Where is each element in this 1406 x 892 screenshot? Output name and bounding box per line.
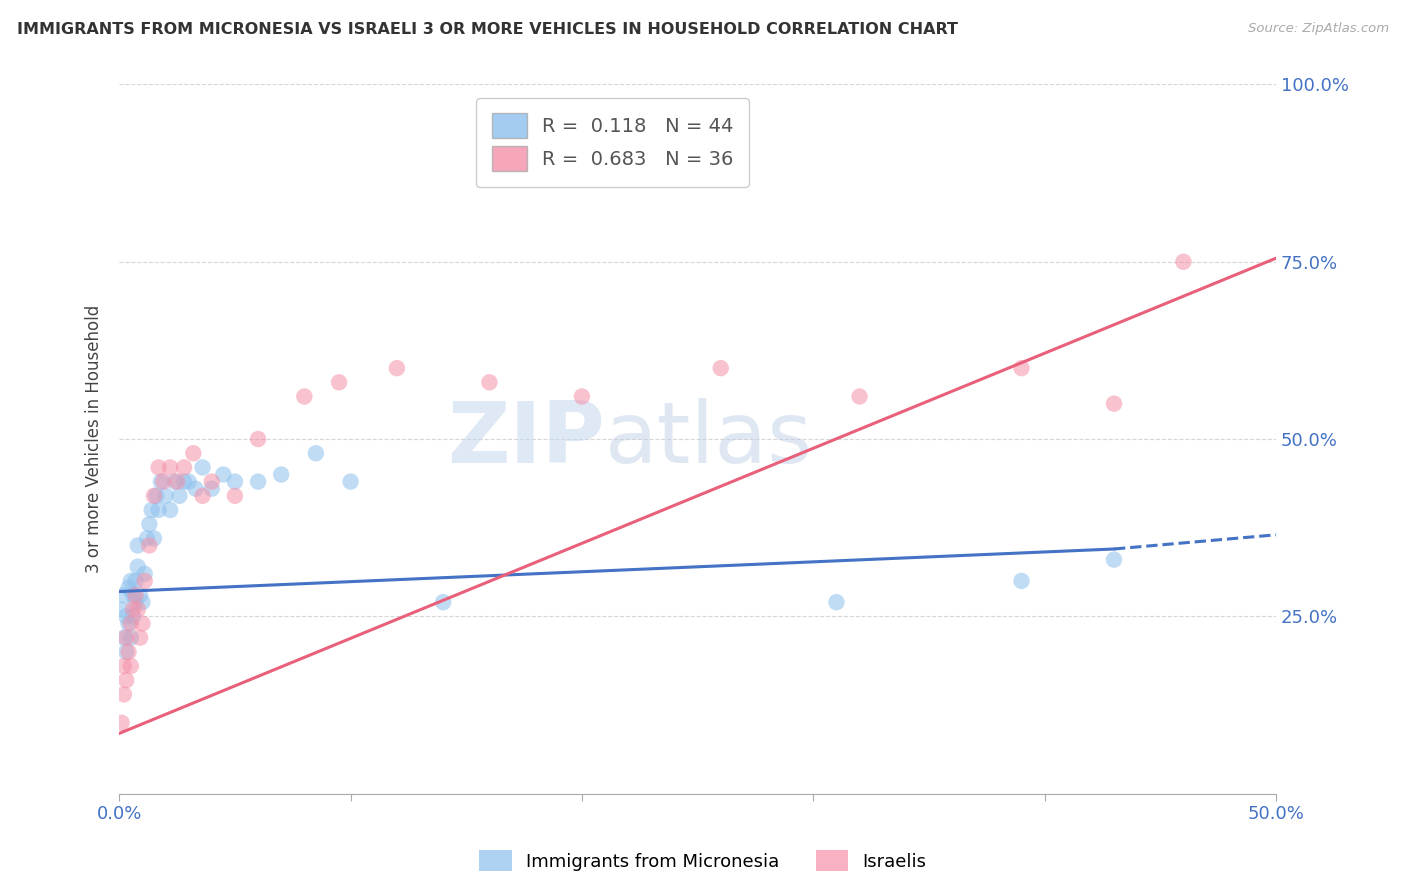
Point <box>143 532 166 546</box>
Point <box>173 460 195 475</box>
Point <box>115 631 138 645</box>
Point <box>115 645 138 659</box>
Point <box>131 616 153 631</box>
Point <box>124 574 146 588</box>
Point <box>177 475 200 489</box>
Point <box>122 609 145 624</box>
Point <box>138 517 160 532</box>
Point <box>166 475 188 489</box>
Text: atlas: atlas <box>605 398 813 481</box>
Point <box>115 609 138 624</box>
Point <box>143 489 166 503</box>
Point <box>148 460 170 475</box>
Point <box>328 376 350 390</box>
Point <box>159 460 181 475</box>
Point <box>129 631 152 645</box>
Point <box>149 475 172 489</box>
Point <box>339 475 361 489</box>
Point <box>115 673 138 688</box>
Point <box>181 446 204 460</box>
Point <box>825 595 848 609</box>
Text: IMMIGRANTS FROM MICRONESIA VS ISRAELI 3 OR MORE VEHICLES IN HOUSEHOLD CORRELATIO: IMMIGRANTS FROM MICRONESIA VS ISRAELI 3 … <box>17 22 957 37</box>
Point <box>159 503 181 517</box>
Point <box>120 616 142 631</box>
Point <box>127 559 149 574</box>
Point <box>1011 361 1033 376</box>
Point <box>292 390 315 404</box>
Point <box>224 489 246 503</box>
Point <box>247 432 270 446</box>
Point <box>110 602 132 616</box>
Point <box>710 361 733 376</box>
Text: ZIP: ZIP <box>447 398 605 481</box>
Point <box>124 595 146 609</box>
Point <box>201 482 224 496</box>
Point <box>224 475 246 489</box>
Point <box>155 489 177 503</box>
Point <box>478 376 501 390</box>
Point <box>1011 574 1033 588</box>
Point <box>184 482 207 496</box>
Point <box>141 503 163 517</box>
Point <box>848 390 870 404</box>
Point <box>117 645 139 659</box>
Y-axis label: 3 or more Vehicles in Household: 3 or more Vehicles in Household <box>86 305 103 574</box>
Point <box>112 588 135 602</box>
Point <box>270 467 292 482</box>
Point <box>163 475 186 489</box>
Point <box>112 687 135 701</box>
Point <box>191 460 214 475</box>
Point <box>129 588 152 602</box>
Point <box>169 489 191 503</box>
Point <box>136 532 159 546</box>
Point <box>305 446 328 460</box>
Point <box>122 588 145 602</box>
Point <box>385 361 408 376</box>
Point <box>127 538 149 552</box>
Point <box>117 581 139 595</box>
Point <box>247 475 270 489</box>
Legend: Immigrants from Micronesia, Israelis: Immigrants from Micronesia, Israelis <box>472 843 934 879</box>
Point <box>173 475 195 489</box>
Point <box>1102 396 1125 410</box>
Legend: R =  0.118   N = 44, R =  0.683   N = 36: R = 0.118 N = 44, R = 0.683 N = 36 <box>477 98 749 186</box>
Point <box>120 631 142 645</box>
Point <box>110 715 132 730</box>
Point <box>131 595 153 609</box>
Point <box>120 574 142 588</box>
Point <box>148 503 170 517</box>
Point <box>117 616 139 631</box>
Point <box>127 602 149 616</box>
Point <box>432 595 454 609</box>
Point <box>571 390 593 404</box>
Point <box>138 538 160 552</box>
Point <box>201 475 224 489</box>
Point <box>1102 552 1125 566</box>
Point <box>112 659 135 673</box>
Point <box>191 489 214 503</box>
Point <box>212 467 235 482</box>
Point <box>122 602 145 616</box>
Point <box>124 588 146 602</box>
Point <box>152 475 174 489</box>
Text: Source: ZipAtlas.com: Source: ZipAtlas.com <box>1249 22 1389 36</box>
Point <box>1173 254 1195 268</box>
Point <box>120 659 142 673</box>
Point <box>134 566 156 581</box>
Point <box>134 574 156 588</box>
Point <box>145 489 167 503</box>
Point <box>112 631 135 645</box>
